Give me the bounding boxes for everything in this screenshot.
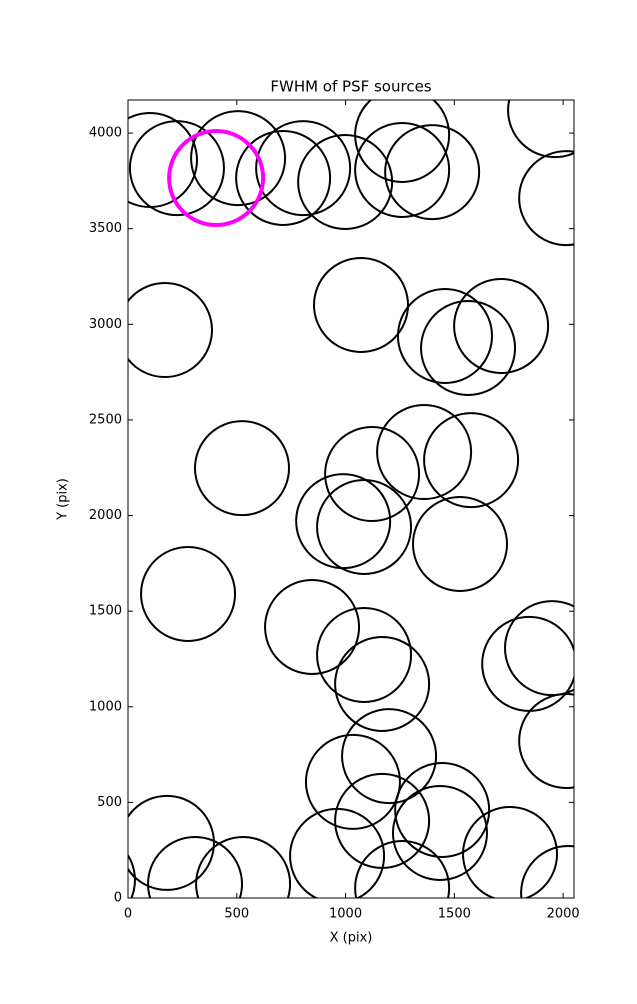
x-tick-label: 1000: [329, 907, 362, 922]
source-marker: [190, 110, 287, 207]
y-tick-label: 1000: [89, 699, 122, 714]
y-tick-label: 500: [97, 795, 122, 810]
source-marker: [255, 120, 352, 217]
x-tick-label: 0: [124, 907, 132, 922]
y-tick-label: 3500: [89, 221, 122, 236]
source-marker: [354, 100, 451, 183]
x-tick-label: 1500: [438, 907, 471, 922]
source-marker: [264, 579, 361, 676]
source-marker: [128, 853, 136, 898]
y-tick-label: 0: [114, 891, 122, 906]
source-marker: [289, 807, 386, 898]
source-marker: [194, 420, 291, 517]
source-marker: [504, 600, 574, 697]
source-marker: [341, 708, 438, 805]
source-marker: [147, 836, 243, 898]
source-marker: [384, 124, 481, 221]
source-marker: [453, 278, 550, 375]
source-marker: [376, 404, 473, 501]
source-marker: [128, 282, 213, 379]
source-marker: [297, 134, 394, 231]
source-marker: [518, 693, 574, 789]
source-marker: [420, 300, 517, 397]
source-marker: [520, 845, 574, 898]
source-marker: [304, 733, 401, 830]
source-marker: [316, 479, 413, 576]
source-marker: [354, 840, 451, 898]
x-tick-label: 2000: [547, 907, 580, 922]
source-marker: [394, 762, 491, 859]
source-marker: [128, 120, 225, 217]
x-tick-label: 500: [224, 907, 249, 922]
source-marker: [518, 150, 574, 247]
source-marker: [128, 794, 215, 891]
y-tick-label: 2000: [89, 508, 122, 523]
source-marker: [423, 412, 520, 509]
axes-frame: [127, 99, 575, 899]
y-tick-label: 2500: [89, 412, 122, 427]
source-marker: [167, 129, 266, 228]
source-marker: [316, 606, 413, 703]
source-marker: [313, 256, 410, 353]
source-marker: [195, 836, 292, 898]
source-marker: [334, 636, 431, 733]
y-tick-label: 4000: [89, 126, 122, 141]
source-marker: [354, 121, 451, 218]
source-marker: [235, 130, 332, 227]
chart-title: FWHM of PSF sources: [270, 78, 431, 96]
x-axis-label: X (pix): [330, 931, 373, 946]
plot-area: [128, 100, 574, 898]
y-axis-label: Y (pix): [56, 478, 71, 521]
source-marker: [411, 496, 508, 593]
source-marker: [140, 545, 237, 642]
y-tick-label: 3000: [89, 317, 122, 332]
source-marker: [391, 784, 488, 881]
source-marker: [295, 473, 392, 570]
source-marker: [507, 100, 574, 159]
source-marker: [396, 287, 493, 384]
source-marker: [324, 426, 421, 523]
source-marker: [462, 806, 559, 898]
y-tick-label: 1500: [89, 604, 122, 619]
